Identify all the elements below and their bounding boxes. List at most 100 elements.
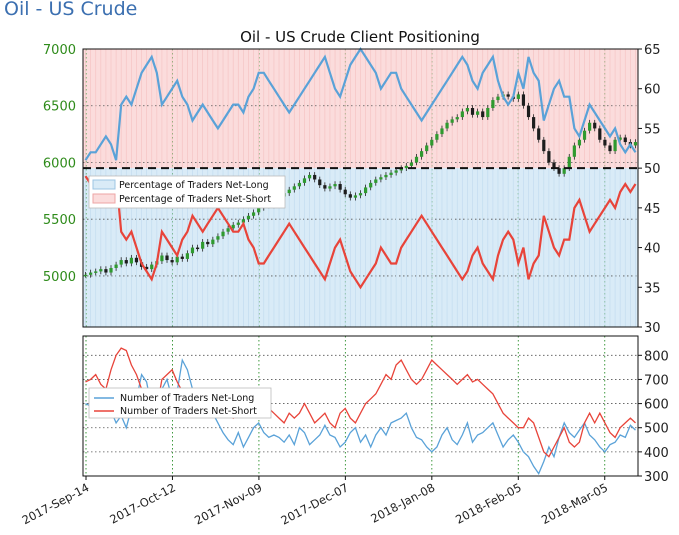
price-candle xyxy=(114,264,118,268)
price-candle xyxy=(338,184,342,190)
price-candle xyxy=(160,255,164,262)
price-candle xyxy=(384,174,388,178)
price-candle xyxy=(430,139,434,146)
bottom-panel-frame xyxy=(82,335,639,477)
price-candle xyxy=(246,215,251,220)
price-candle xyxy=(150,264,154,270)
percent-tick-label: 50 xyxy=(644,162,661,177)
price-candle xyxy=(287,189,291,194)
price-candle xyxy=(608,145,612,152)
price-candle xyxy=(129,257,133,264)
price-candle xyxy=(593,122,597,129)
date-tick-label: 2017-Nov-09 xyxy=(192,480,264,527)
legend-swatch-net-long xyxy=(92,179,116,190)
price-candle xyxy=(170,260,174,263)
price-candle xyxy=(496,96,500,101)
price-candle xyxy=(211,239,215,245)
price-candle xyxy=(552,162,556,169)
date-tick-label: 2017-Dec-07 xyxy=(278,480,350,527)
net-short-percent-line xyxy=(84,175,637,290)
price-candle xyxy=(226,228,230,232)
price-candle xyxy=(399,168,403,171)
date-tick-label: 2017-Sep-14 xyxy=(20,480,92,527)
date-axis-ticks: 2017-Sep-14 2017-Oct-12 2017-Nov-09 2017-De… xyxy=(20,476,610,528)
price-candle xyxy=(251,212,256,216)
price-candle xyxy=(476,111,480,115)
legend-label-net-long-count: Number of Traders Net-Long xyxy=(120,393,254,404)
chart-title: Oil - US Crude Client Positioning xyxy=(240,28,480,46)
price-candle xyxy=(491,100,495,109)
price-candle xyxy=(145,266,149,270)
price-candle xyxy=(618,137,622,140)
top-panel-frame xyxy=(82,48,639,328)
price-candle xyxy=(613,139,617,152)
percent-tick-label: 40 xyxy=(644,242,661,257)
price-candle xyxy=(420,151,424,157)
price-tick-label: 5500 xyxy=(43,213,76,228)
price-candle xyxy=(445,122,449,129)
price-candle xyxy=(363,187,368,194)
legend-label-net-short: Percentage of Traders Net-Short xyxy=(119,194,271,205)
count-tick-label: 600 xyxy=(644,398,669,413)
net-long-fill xyxy=(85,168,636,327)
top-legend: Percentage of Traders Net-Long Percentag… xyxy=(88,175,286,209)
price-tick-label: 7000 xyxy=(43,43,76,58)
price-candle xyxy=(190,247,195,254)
date-tick-label: 2017-Oct-12 xyxy=(107,480,178,526)
price-candle xyxy=(460,111,464,118)
price-candle xyxy=(257,207,261,213)
price-candle xyxy=(374,179,378,183)
price-candle xyxy=(124,260,128,264)
price-candle xyxy=(404,165,408,169)
price-candle xyxy=(343,189,347,195)
price-candle xyxy=(379,177,383,180)
percent-tick-label: 45 xyxy=(644,202,661,217)
price-candle xyxy=(307,174,312,179)
price-candle xyxy=(353,195,358,198)
percent-tick-label: 35 xyxy=(644,281,661,296)
count-tick-label: 500 xyxy=(644,422,669,437)
price-candle xyxy=(389,172,393,175)
bottom-legend-box xyxy=(88,387,272,419)
price-candle xyxy=(221,231,225,237)
percent-tick-label: 30 xyxy=(644,321,661,336)
price-candle xyxy=(358,193,363,196)
price-candle xyxy=(425,145,429,152)
price-candle xyxy=(94,271,98,273)
price-candle xyxy=(109,267,113,273)
price-candle xyxy=(201,241,205,249)
price-candle xyxy=(557,168,561,174)
percent-tick-label: 55 xyxy=(644,122,661,137)
price-candle xyxy=(577,139,582,146)
price-candle xyxy=(89,272,93,275)
price-candle xyxy=(348,194,352,198)
price-candle xyxy=(195,247,200,250)
price-candle xyxy=(455,117,459,120)
price-candle xyxy=(572,145,576,157)
bottom-legend: Number of Traders Net-Long Number of Tra… xyxy=(88,387,272,419)
price-candle xyxy=(588,122,592,131)
price-candle xyxy=(318,179,322,186)
price-candle xyxy=(323,185,327,189)
price-candle xyxy=(567,156,571,169)
count-tick-label: 700 xyxy=(644,373,669,388)
price-candle xyxy=(119,260,123,265)
price-candle xyxy=(465,108,470,112)
price-candle xyxy=(185,253,189,259)
price-candle xyxy=(333,184,337,187)
count-axis-ticks: 300 400 500 600 700 800 xyxy=(638,349,669,485)
price-candle xyxy=(328,186,332,189)
percent-tick-label: 65 xyxy=(644,43,661,58)
price-candle xyxy=(547,151,551,163)
price-candle xyxy=(440,128,444,135)
price-candle xyxy=(409,162,414,166)
price-candle xyxy=(532,117,536,129)
price-candle xyxy=(302,178,307,183)
price-candle xyxy=(582,130,587,140)
price-candle xyxy=(542,139,546,152)
price-candle xyxy=(450,119,454,123)
price-candle xyxy=(562,168,566,174)
price-candle xyxy=(537,128,541,140)
price-candle xyxy=(241,219,245,223)
